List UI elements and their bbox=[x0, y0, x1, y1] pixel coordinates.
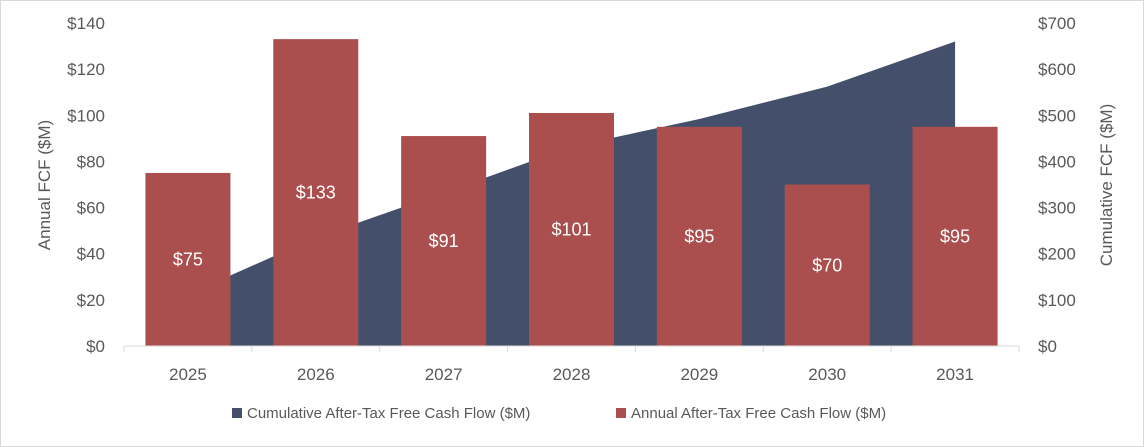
axis-layer: 2025 2026 2027 2028 2029 2030 2031 $0 $20 $40 $60 $… bbox=[67, 14, 1076, 384]
annual-bar-2029 bbox=[656, 126, 742, 346]
x-tick-label-2026: 2026 bbox=[297, 365, 335, 384]
bar-data-label-2026: $133 bbox=[296, 183, 336, 203]
right-y-tick-label: $600 bbox=[1038, 60, 1076, 79]
bar-data-label-2031: $95 bbox=[940, 226, 970, 246]
right-y-tick-label: $200 bbox=[1038, 245, 1076, 264]
x-tick-label-2027: 2027 bbox=[425, 365, 463, 384]
x-tick-label-2025: 2025 bbox=[169, 365, 207, 384]
right-y-tick-label: $500 bbox=[1038, 106, 1076, 125]
annual-bar-2025 bbox=[145, 172, 231, 346]
left-y-tick-label: $120 bbox=[67, 60, 105, 79]
right-y-tick-label: $300 bbox=[1038, 199, 1076, 218]
left-y-tick-label: $40 bbox=[77, 245, 105, 264]
right-y-tick-label: $400 bbox=[1038, 152, 1076, 171]
right-y-tick-label: $100 bbox=[1038, 291, 1076, 310]
label-layer: $75 $133 $91 $101 $95 $70 $95 bbox=[173, 183, 970, 276]
x-tick-label-2031: 2031 bbox=[936, 365, 974, 384]
annual-bar-2026 bbox=[273, 39, 359, 347]
annual-bar-2030 bbox=[784, 184, 870, 346]
left-y-tick-label: $140 bbox=[67, 14, 105, 33]
legend-label-cumulative: Cumulative After-Tax Free Cash Flow ($M) bbox=[247, 405, 530, 422]
legend: Cumulative After-Tax Free Cash Flow ($M)… bbox=[232, 405, 886, 422]
right-axis-title: Cumulative FCF ($M) bbox=[1097, 104, 1116, 266]
bar-data-label-2027: $91 bbox=[429, 231, 459, 251]
bar-data-label-2025: $75 bbox=[173, 249, 203, 269]
annual-bar-2028 bbox=[529, 112, 614, 346]
left-y-tick-label: $100 bbox=[67, 106, 105, 125]
x-tick-label-2030: 2030 bbox=[808, 365, 846, 384]
bar-data-label-2028: $101 bbox=[551, 219, 591, 239]
x-tick-label-2028: 2028 bbox=[553, 365, 591, 384]
bar-data-label-2029: $95 bbox=[684, 226, 714, 246]
legend-swatch-cumulative bbox=[232, 408, 242, 418]
left-axis-title: Annual FCF ($M) bbox=[35, 120, 54, 250]
left-y-tick-label: $0 bbox=[86, 337, 105, 356]
left-y-tick-label: $20 bbox=[77, 291, 105, 310]
annual-bar-2031 bbox=[912, 126, 998, 346]
legend-swatch-annual bbox=[616, 408, 626, 418]
x-tick-label-2029: 2029 bbox=[680, 365, 718, 384]
left-y-tick-label: $60 bbox=[77, 199, 105, 218]
left-y-tick-label: $80 bbox=[77, 152, 105, 171]
bar-layer bbox=[145, 39, 998, 347]
annual-bar-2027 bbox=[401, 136, 487, 346]
legend-label-annual: Annual After-Tax Free Cash Flow ($M) bbox=[631, 405, 886, 422]
right-y-tick-label: $0 bbox=[1038, 337, 1057, 356]
right-y-tick-label: $700 bbox=[1038, 14, 1076, 33]
bar-data-label-2030: $70 bbox=[812, 255, 842, 275]
